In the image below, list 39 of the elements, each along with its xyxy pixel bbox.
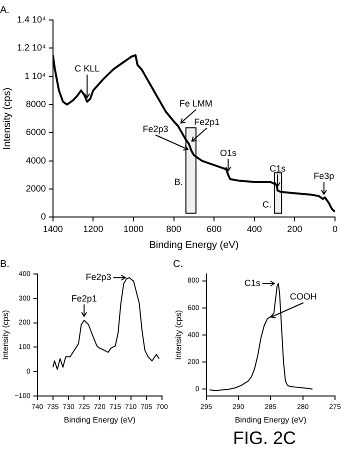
x-axis-title: Binding Energy (eV) xyxy=(64,415,136,424)
x-tick-label: 200 xyxy=(287,224,302,234)
x-tick-label: 1400 xyxy=(42,224,63,234)
annotation: Fe2p3 xyxy=(142,124,168,134)
y-tick-label: 6000 xyxy=(26,127,46,138)
y-axis-title: Intensity (cps) xyxy=(174,310,184,360)
y-axis-title: Intensity (cps) xyxy=(2,87,13,150)
y-tick-label: 0 xyxy=(40,212,46,222)
x-tick-label: 400 xyxy=(246,224,262,234)
annotation: C1s xyxy=(270,163,286,174)
y-tick-label: 1.2 10⁴ xyxy=(17,42,46,53)
annotation: C KLL xyxy=(74,64,100,74)
caption: FIG. 2C xyxy=(233,428,296,449)
chart-title: C. xyxy=(173,258,183,270)
x-tick-label: 600 xyxy=(206,224,222,234)
annotation: Fe LMM xyxy=(179,98,212,109)
annotation: Fe2p1 xyxy=(194,116,220,127)
x-tick-label: 800 xyxy=(166,224,182,234)
chart-title: A. xyxy=(0,4,10,16)
y-tick-label: 2000 xyxy=(26,184,46,194)
y-tick-label: 4000 xyxy=(26,155,46,166)
y-tick-label: 1.4 10⁴ xyxy=(17,14,46,24)
x-axis-title: Binding Energy (eV) xyxy=(149,240,239,251)
x-axis-title: Binding Energy (eV) xyxy=(234,415,307,424)
band-label: C. xyxy=(262,199,272,210)
y-tick-label: 1 10⁴ xyxy=(24,70,46,81)
annotation: COOH xyxy=(290,292,317,302)
annotation: C1s xyxy=(244,278,261,288)
annotation: O1s xyxy=(220,148,237,158)
annotation: Fe2p3 xyxy=(86,272,112,282)
annotation: Fe2p1 xyxy=(71,293,97,304)
x-tick-label: 1200 xyxy=(83,224,104,234)
chart-title: B. xyxy=(0,258,10,270)
y-tick-label: 8000 xyxy=(26,99,46,109)
band-label: B. xyxy=(174,176,183,187)
y-axis-title: Intensity (cps) xyxy=(1,310,10,360)
x-tick-label: 1000 xyxy=(123,224,144,234)
annotation: Fe3p xyxy=(314,171,334,182)
x-tick-label: 0 xyxy=(332,224,338,234)
